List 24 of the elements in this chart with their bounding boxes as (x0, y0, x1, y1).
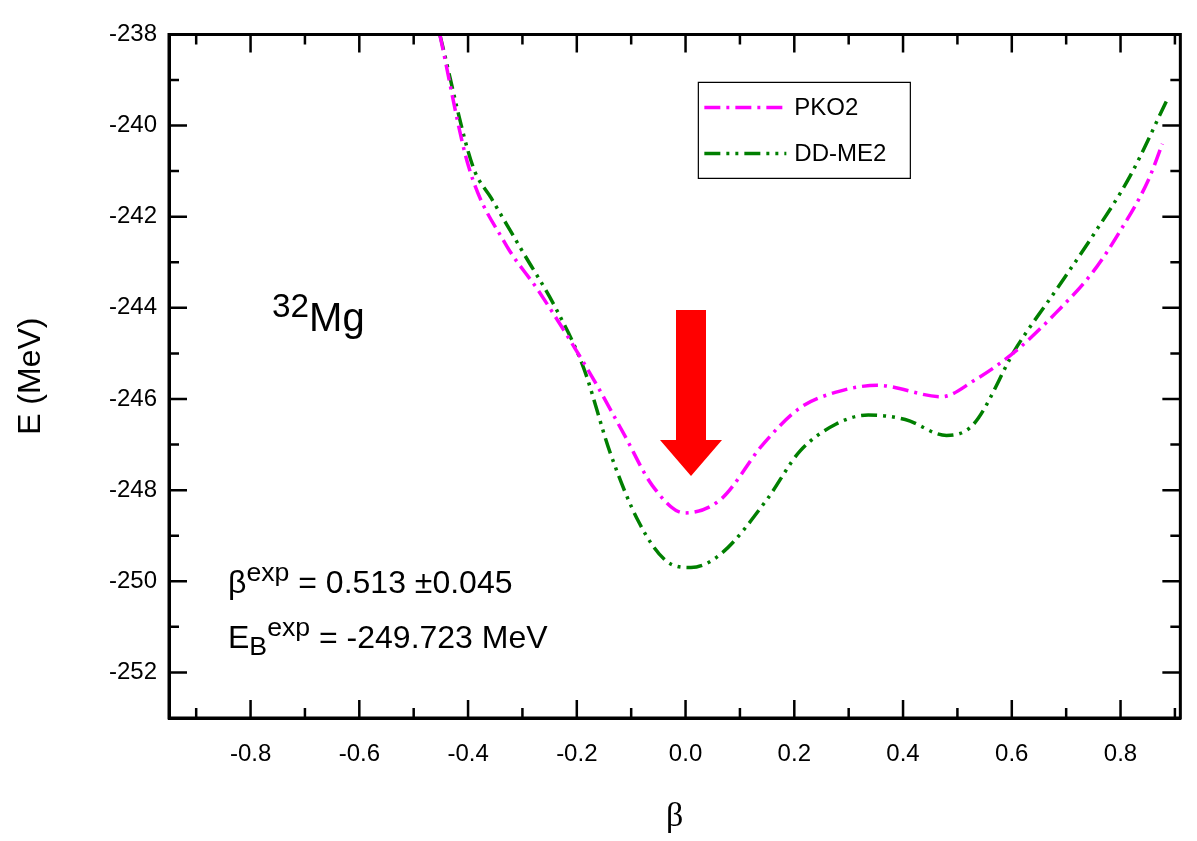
y-axis-title: E (MeV) (11, 317, 48, 435)
y-tick-label: -246 (108, 383, 157, 411)
x-tick-label: 0.6 (995, 739, 1029, 767)
x-tick-label: -0.6 (338, 739, 380, 767)
annotation: E$_{B}$$^{exp}$ = -249.723 MeV (228, 611, 548, 663)
y-tick-label: -242 (108, 201, 157, 229)
x-tick-label: -0.2 (556, 739, 598, 767)
x-tick-label: -0.4 (447, 739, 489, 767)
y-tick-label: -238 (108, 19, 157, 47)
x-tick-label: -0.8 (229, 739, 272, 767)
y-tick-label: -252 (108, 657, 157, 685)
annotation: β$^{exp}$ = 0.513 ±0.045 (228, 556, 513, 602)
annotation: $^{32}$Mg (272, 286, 365, 342)
legend-label: PKO2 (794, 93, 859, 121)
x-tick-label: 0.0 (668, 739, 703, 767)
y-tick-label: -240 (108, 110, 157, 138)
y-tick-label: -250 (108, 565, 157, 593)
x-axis-title: β (666, 795, 684, 833)
x-tick-label: 0.8 (1103, 739, 1138, 767)
y-tick-label: -244 (108, 292, 157, 320)
legend-label: DD-ME2 (794, 139, 887, 167)
x-tick-label: 0.2 (777, 739, 811, 767)
y-tick-label: -248 (108, 474, 157, 502)
x-tick-label: 0.4 (886, 739, 920, 767)
